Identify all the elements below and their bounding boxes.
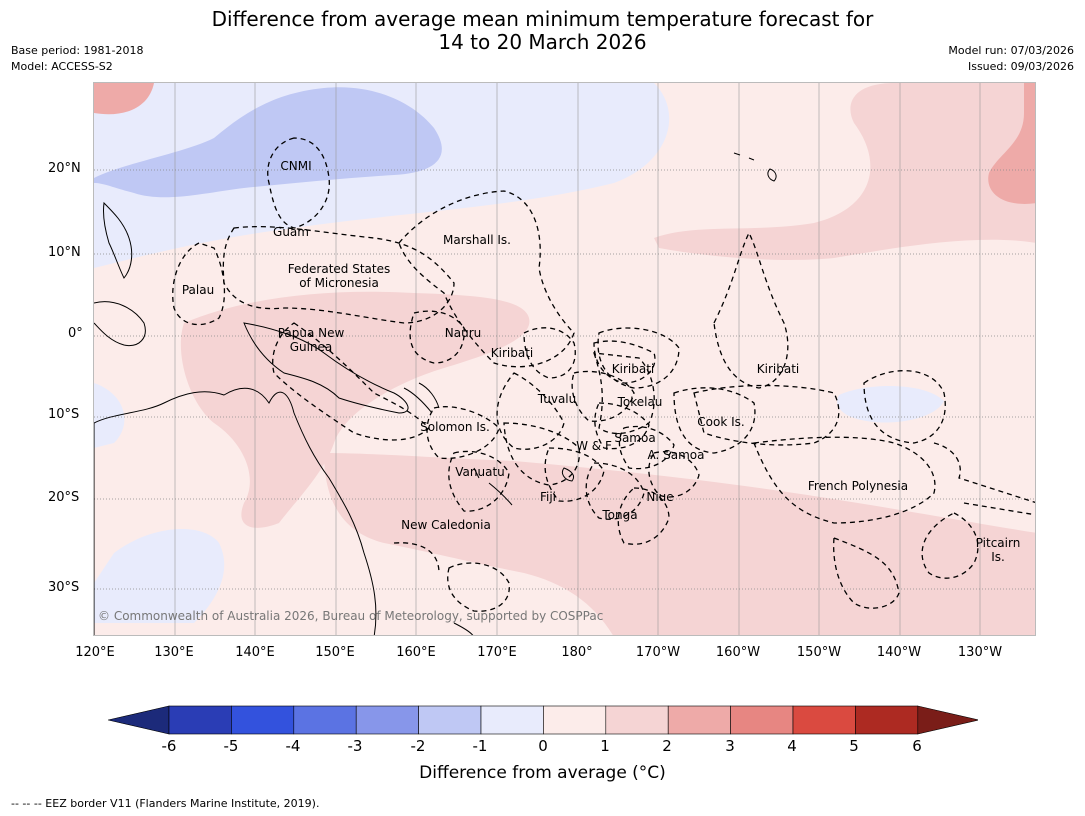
place-palau: Palau (181, 283, 215, 297)
colorbar-tick: -3 (347, 737, 363, 755)
anomaly-1-2-south (324, 453, 1035, 635)
lon-label-140e: 140°E (235, 645, 275, 660)
anomaly-2-3-northeast (988, 83, 1035, 204)
colorbar-tick: -2 (410, 737, 426, 755)
colorbar-segment (917, 705, 978, 735)
colorbar-segment (355, 705, 419, 735)
colorbar-segment (293, 705, 357, 735)
lon-label-150w: 150°W (796, 645, 842, 660)
place-niue: Niue (646, 490, 674, 504)
colorbar-label: Difference from average (°C) (419, 763, 666, 783)
colorbar-tick: 2 (662, 737, 672, 755)
lon-label-160e: 160°E (396, 645, 436, 660)
lat-label-10n: 10°N (48, 245, 81, 260)
model-name: Model: ACCESS-S2 (11, 60, 113, 73)
base-period: Base period: 1981-2018 (11, 44, 144, 57)
place-american-samoa: A. Samoa (647, 448, 705, 462)
colorbar-tick: 5 (849, 737, 859, 755)
place-french-polynesia: French Polynesia (807, 479, 909, 493)
anomaly-1-2-northeast (654, 83, 1035, 260)
forecast-map[interactable] (93, 82, 1036, 636)
lon-label-170e: 170°E (477, 645, 517, 660)
place-cook-is: Cook Is. (697, 415, 745, 429)
place-kiribati-east: Kiribati (756, 362, 800, 376)
title-line-1: Difference from average mean minimum tem… (211, 7, 874, 31)
anomaly-2-3-northwest (94, 83, 154, 115)
lon-label-150e: 150°E (315, 645, 355, 660)
place-fsm: Federated States of Micronesia (287, 262, 391, 290)
colorbar-tick: 3 (725, 737, 735, 755)
lon-label-180: 180° (561, 645, 593, 660)
anomaly-1-2-equatorial (180, 291, 530, 528)
lat-label-eq: 0° (68, 326, 83, 341)
colorbar-segment (168, 705, 232, 735)
lon-label-160w: 160°W (715, 645, 761, 660)
place-samoa: Samoa (614, 431, 656, 445)
place-tokelau: Tokelau (617, 395, 663, 409)
colorbar-tick: -1 (472, 737, 488, 755)
graticule (174, 83, 981, 635)
lon-label-140w: 140°W (876, 645, 922, 660)
lon-label-120e: 120°E (75, 645, 115, 660)
colorbar-segment (855, 705, 919, 735)
colorbar-segment (792, 705, 856, 735)
lon-label-130e: 130°E (154, 645, 194, 660)
place-cnmi: CNMI (280, 159, 312, 173)
colorbar-tick: -4 (285, 737, 301, 755)
colorbar-segment (543, 705, 607, 735)
issued-date: Issued: 09/03/2026 (967, 60, 1074, 73)
colorbar-segment (730, 705, 794, 735)
anomaly-neg1-0-west (94, 383, 125, 448)
coastlines (94, 152, 777, 635)
place-kiribati-central: Kiribati (611, 362, 655, 376)
anomaly-neg2-neg1-north (94, 87, 442, 198)
place-marshall-is: Marshall Is. (443, 233, 511, 247)
copyright-notice: © Commonwealth of Australia 2026, Bureau… (98, 609, 604, 623)
lon-label-170w: 170°W (635, 645, 681, 660)
colorbar-segment (667, 705, 731, 735)
chart-title: Difference from average mean minimum tem… (0, 8, 1085, 54)
lon-label-130w: 130°W (957, 645, 1003, 660)
title-line-2: 14 to 20 March 2026 (438, 30, 647, 54)
colorbar-tick: 6 (912, 737, 922, 755)
place-tonga: Tonga (602, 508, 638, 522)
colorbar-segment (231, 705, 295, 735)
colorbar-segment (418, 705, 482, 735)
place-kiribati-west: Kiribati (490, 346, 534, 360)
meta-right: Model run: 07/03/2026 Issued: 09/03/2026 (948, 43, 1074, 75)
colorbar-segment (480, 705, 544, 735)
colorbar-tick: 0 (538, 737, 548, 755)
meta-left: Base period: 1981-2018 Model: ACCESS-S2 (11, 43, 143, 75)
eez-footnote: -- -- -- EEZ border V11 (Flanders Marine… (11, 797, 320, 810)
place-png: Papua New Guinea (277, 326, 345, 354)
colorbar-tick: 4 (787, 737, 797, 755)
colorbar-segment (605, 705, 669, 735)
lat-label-20s: 20°S (48, 490, 80, 505)
colorbar-tick: -5 (223, 737, 239, 755)
place-wallis-futuna: W & F (576, 439, 612, 453)
latitude-lines (94, 169, 1035, 590)
anomaly-neg1-0-southwest (94, 529, 225, 623)
lat-label-10s: 10°S (48, 407, 80, 422)
colorbar-tick: 1 (600, 737, 610, 755)
place-fiji: Fiji (539, 490, 557, 504)
colorbar (108, 705, 978, 735)
colorbar-tick: -6 (161, 737, 177, 755)
map-canvas (94, 83, 1035, 635)
lat-label-20n: 20°N (48, 161, 81, 176)
place-pitcairn-is: Pitcairn Is. (975, 536, 1021, 564)
lat-label-30s: 30°S (48, 580, 80, 595)
place-new-caledonia: New Caledonia (401, 518, 491, 532)
place-vanuatu: Vanuatu (455, 465, 505, 479)
colorbar-segment (108, 705, 170, 735)
place-guam: Guam (273, 225, 309, 239)
place-solomon-is: Solomon Is. (420, 420, 490, 434)
eez-borders (172, 137, 1035, 612)
place-nauru: Nauru (444, 326, 482, 340)
anomaly-neg1-0-east (837, 385, 944, 423)
place-tuvalu: Tuvalu (537, 392, 577, 406)
model-run: Model run: 07/03/2026 (948, 44, 1074, 57)
